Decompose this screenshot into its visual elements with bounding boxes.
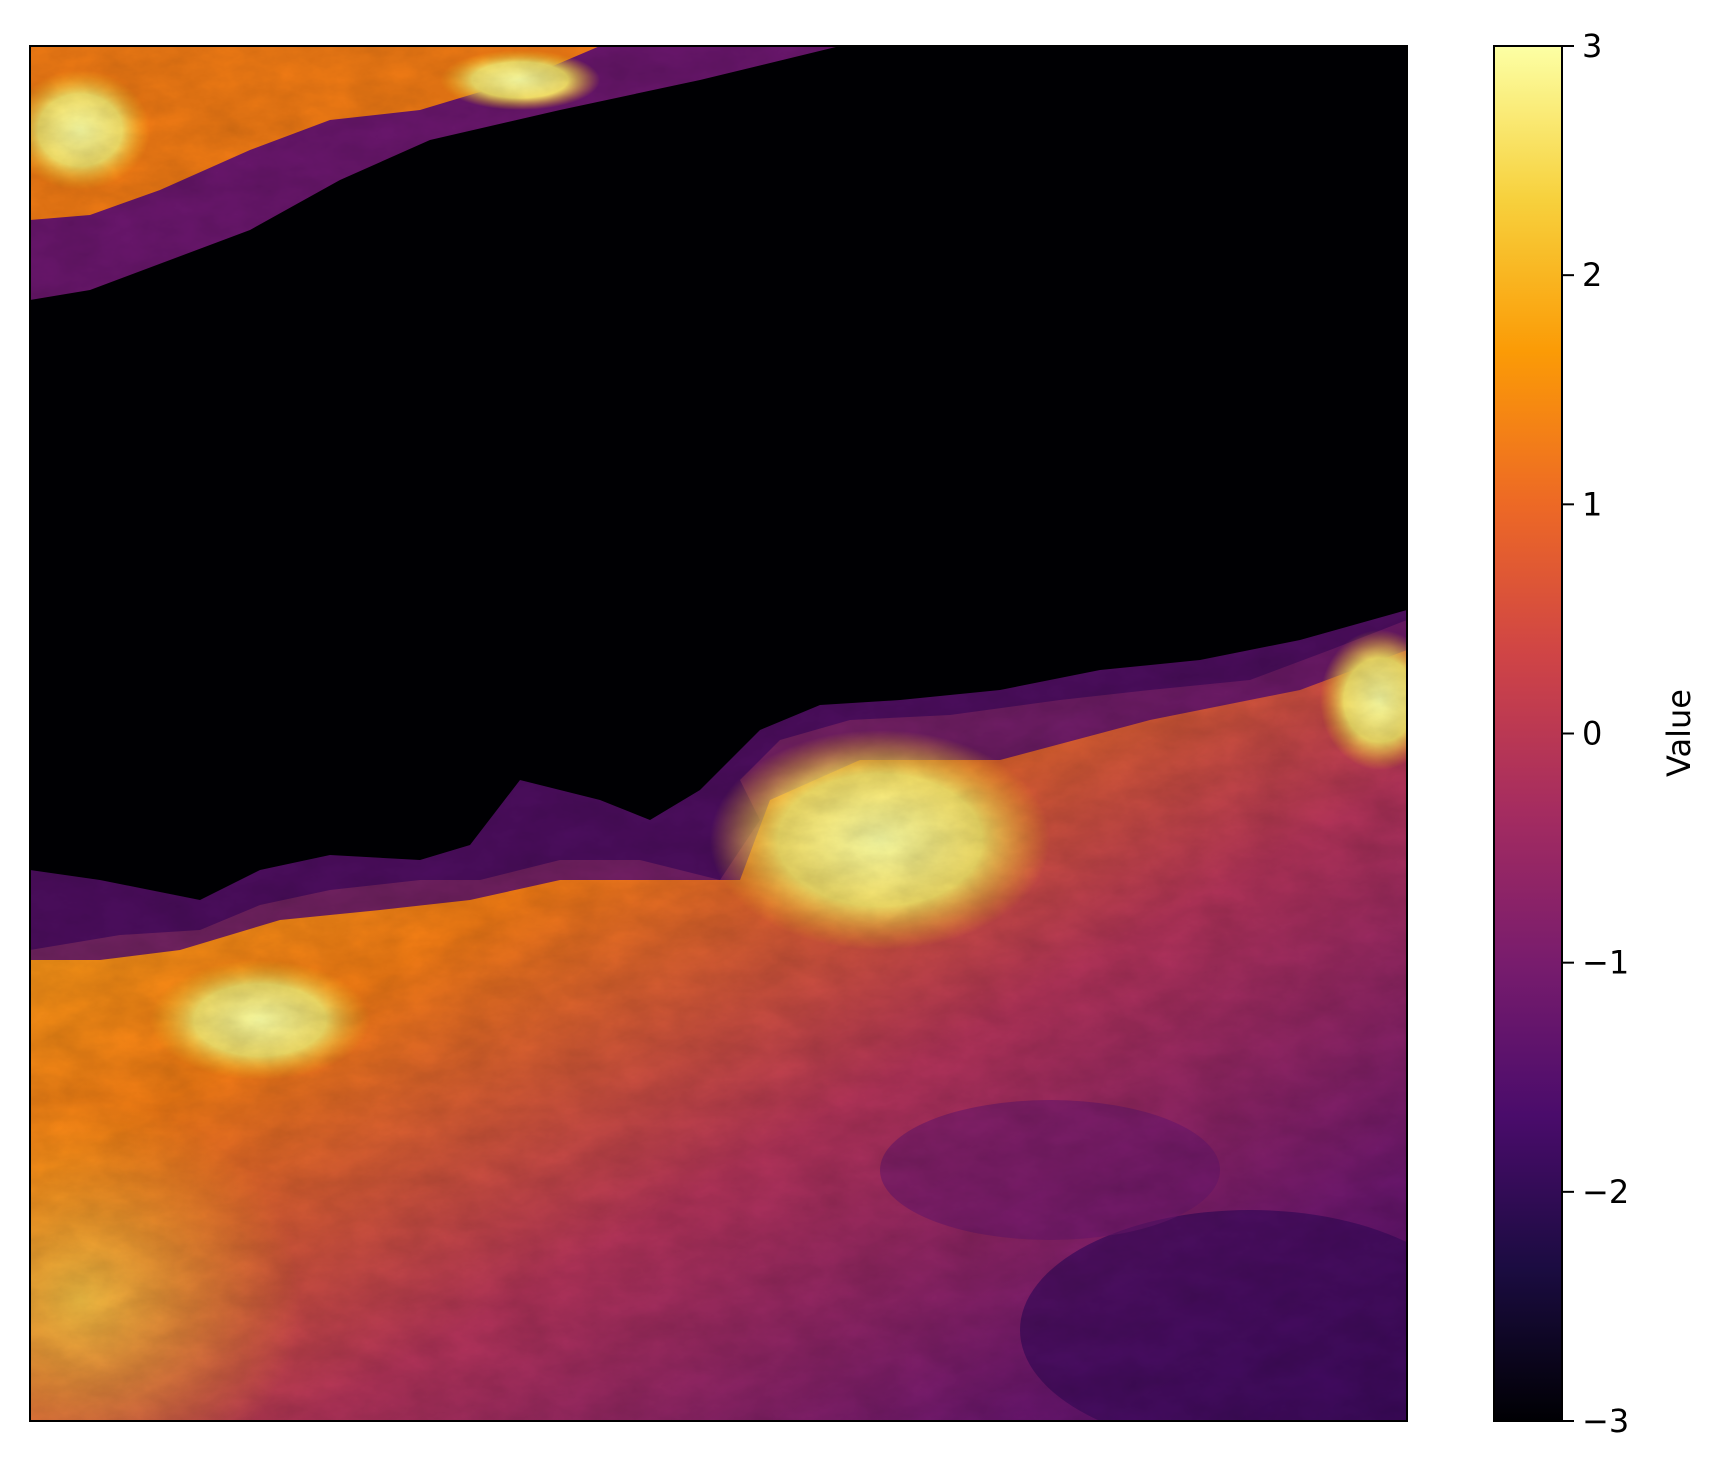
heatmap-frame xyxy=(29,45,1408,1422)
colorbar-tick-label: 2 xyxy=(1582,256,1602,294)
colorbar-tick-label: 0 xyxy=(1582,715,1602,753)
colorbar-tick-label: 1 xyxy=(1582,485,1602,523)
colorbar-tick-label: −2 xyxy=(1582,1173,1629,1211)
colorbar-label: Value xyxy=(1660,689,1698,777)
colorbar-ticks: 3 2 1 0 −1 −2 −3 xyxy=(1562,27,1629,1440)
heatmap-texture xyxy=(30,46,1407,1421)
colorbar-tick-label: −1 xyxy=(1582,944,1629,982)
colorbar: 3 2 1 0 −1 −2 −3 Value xyxy=(1493,27,1698,1440)
colorbar-fill xyxy=(1494,46,1562,1421)
heatmap-image xyxy=(30,46,1407,1421)
colorbar-tick-label: −3 xyxy=(1582,1402,1629,1440)
colorbar-tick-label: 3 xyxy=(1582,27,1602,65)
